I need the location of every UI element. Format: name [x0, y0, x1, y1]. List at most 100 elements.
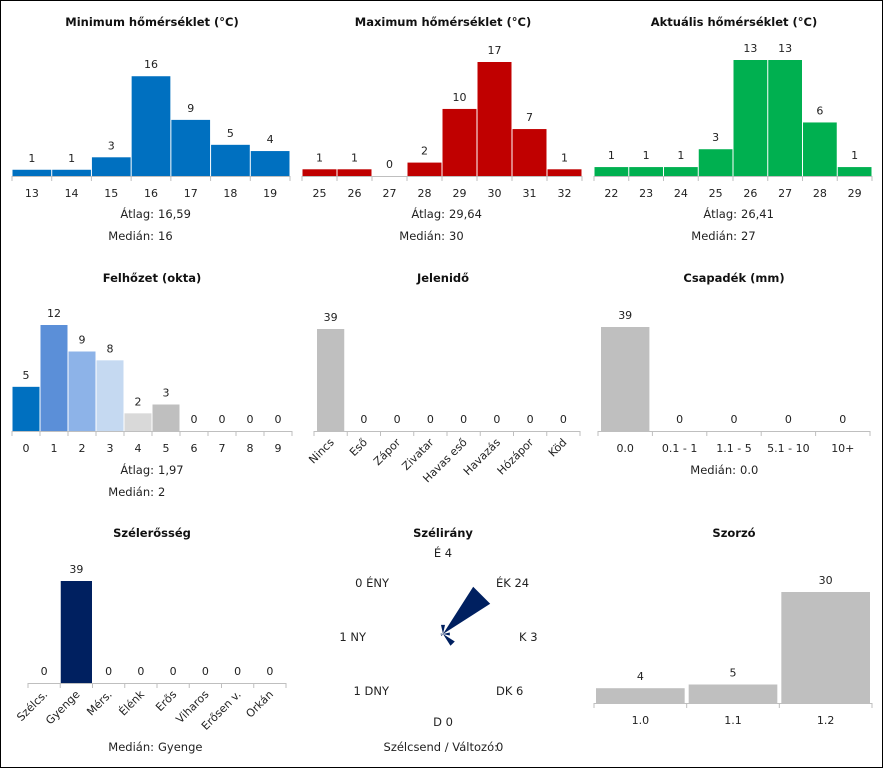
tick-label: 1.1 - 5: [716, 442, 751, 455]
chart-title: Jelenidő: [416, 271, 469, 285]
tick-label: 5: [163, 442, 170, 455]
bar: [317, 329, 345, 431]
bar: [442, 108, 477, 176]
direction-label: 1 NY: [339, 630, 367, 644]
data-label: 30: [819, 574, 833, 587]
bar: [211, 144, 250, 176]
tick-label: 2: [79, 442, 86, 455]
bar: [733, 60, 768, 176]
data-label: 1: [316, 151, 323, 164]
data-label: 0: [247, 413, 254, 426]
data-label: 0: [785, 413, 792, 426]
chart-title: Minimum hőmérséklet (°C): [65, 15, 238, 29]
bar: [96, 360, 124, 431]
data-label: 0: [219, 413, 226, 426]
data-label: 5: [23, 369, 30, 382]
data-label: 0: [394, 413, 401, 426]
tick-label: 1: [51, 442, 58, 455]
direction-label: 0 ÉNY: [355, 575, 390, 590]
bar: [152, 404, 180, 431]
data-label: 0: [527, 413, 534, 426]
chart-tcur: Aktuális hőmérséklet (°C) 1 22 1 23 1 24 3 25 13 2…: [593, 15, 873, 243]
data-label: 0: [137, 665, 144, 678]
data-label: 17: [488, 44, 502, 57]
tick-label: 28: [418, 187, 432, 200]
stat-value: 2: [158, 485, 165, 499]
data-label: 6: [816, 104, 823, 117]
data-label: 1: [68, 152, 75, 165]
tick-label: 1.1: [724, 714, 742, 727]
stat-label: Medián:: [691, 229, 737, 243]
tick-label: Orkán: [243, 688, 276, 721]
tick-label: 7: [219, 442, 226, 455]
data-label: 1: [28, 152, 35, 165]
data-label: 1: [561, 151, 568, 164]
bar: [60, 581, 92, 683]
bar: [837, 167, 872, 176]
data-label: 9: [79, 334, 86, 347]
direction-label: D 0: [433, 715, 453, 729]
bar: [664, 167, 698, 176]
bar: [52, 169, 91, 176]
tick-label: 0.1 - 1: [662, 442, 697, 455]
data-label: 0: [427, 413, 434, 426]
bar: [594, 167, 629, 176]
tick-label: 1.0: [632, 714, 650, 727]
stat-label: Átlag:: [703, 206, 737, 221]
stat-value: 27: [741, 229, 756, 243]
tick-label: 25: [709, 187, 723, 200]
bar: [124, 413, 152, 431]
data-label: 0: [839, 413, 846, 426]
data-label: 0: [493, 413, 500, 426]
data-label: 3: [108, 139, 115, 152]
stat-value: 16,59: [158, 207, 191, 221]
direction-label: DK 6: [496, 684, 523, 698]
tick-label: 29: [453, 187, 467, 200]
chart-windspd: Szélerősség0Szélcs.39Gyenge0Mérs.0Élénk0…: [14, 526, 287, 754]
calm-label: Szélcsend / Változó:: [384, 740, 498, 754]
tick-label: Hózápor: [495, 436, 537, 478]
data-label: 3: [712, 131, 719, 144]
stat-value: 26,41: [741, 207, 774, 221]
tick-label: 26: [743, 187, 757, 200]
bar: [477, 62, 512, 176]
data-label: 1: [351, 151, 358, 164]
chart-tmin: Minimum hőmérséklet (°C) 1 13 1 14 3 15 16 16 9 17…: [11, 15, 291, 243]
tick-label: 0.0: [616, 442, 634, 455]
stat-value: 0.0: [740, 463, 758, 477]
data-label: 4: [637, 670, 644, 683]
tick-label: 18: [223, 187, 237, 200]
tick-label: 23: [639, 187, 653, 200]
stat-label: Medián:: [108, 740, 154, 754]
tick-label: 32: [558, 187, 572, 200]
data-label: 39: [324, 311, 338, 324]
bar: [131, 76, 171, 176]
data-label: 0: [234, 665, 241, 678]
data-label: 0: [731, 413, 738, 426]
data-label: 3: [163, 387, 170, 400]
chart-title: Csapadék (mm): [683, 271, 784, 285]
bar: [302, 169, 337, 176]
bar: [407, 162, 442, 176]
data-label: 7: [526, 111, 533, 124]
tick-label: 14: [65, 187, 79, 200]
stat-value: 16: [158, 229, 173, 243]
tick-label: 27: [383, 187, 397, 200]
tick-label: 1.2: [817, 714, 835, 727]
bar: [781, 592, 870, 703]
data-label: 1: [608, 149, 615, 162]
tick-label: 13: [25, 187, 39, 200]
bar: [171, 119, 211, 176]
chart-title: Felhőzet (okta): [103, 271, 202, 285]
chart-cloud: Felhőzet (okta) 5 0 12 1 9 2 8 3 2 4 3 5 0 6 0 7 0 8 0 9 Átla…: [11, 271, 293, 499]
tick-label: 31: [523, 187, 537, 200]
calm-value: 0: [496, 740, 503, 754]
tick-label: 19: [263, 187, 277, 200]
direction-label: É 4: [434, 545, 452, 560]
chart-title: Aktuális hőmérséklet (°C): [651, 15, 818, 29]
tick-label: 28: [813, 187, 827, 200]
bar: [512, 129, 547, 176]
data-label: 0: [202, 665, 209, 678]
stat-label: Átlag:: [120, 206, 154, 221]
wind-sector: [443, 634, 455, 646]
